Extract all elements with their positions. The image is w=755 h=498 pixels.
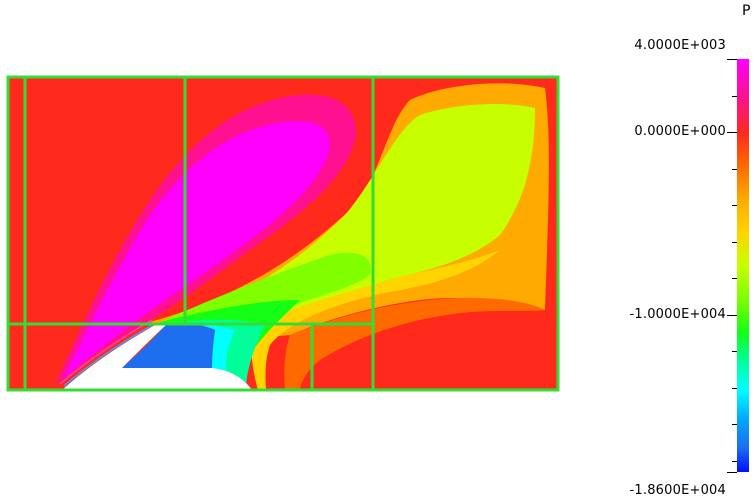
body-edge-stripe xyxy=(63,322,157,387)
colorbar-tick-label: -1.8600E+004 xyxy=(629,483,726,498)
variable-label: P xyxy=(742,3,751,19)
region-high-pressure-lobe xyxy=(62,121,330,381)
region-yellow-band xyxy=(250,250,500,390)
region-orange-fringe xyxy=(284,297,545,390)
mesh-grid xyxy=(6,75,560,392)
colorbar xyxy=(737,59,749,472)
body-cutout xyxy=(62,323,252,390)
region-low-pressure-core xyxy=(122,323,215,368)
colorbar-ticks xyxy=(727,59,737,473)
colorbar-tick-label: -1.0000E+004 xyxy=(629,306,726,322)
colorbar-tick-label: 4.0000E+003 xyxy=(634,38,726,53)
colorbar-tick-label: 0.0000E+000 xyxy=(634,124,726,140)
region-yellow-green xyxy=(160,104,535,331)
body-edge-stripe-pink xyxy=(59,319,153,385)
region-green-tongue xyxy=(160,252,371,330)
